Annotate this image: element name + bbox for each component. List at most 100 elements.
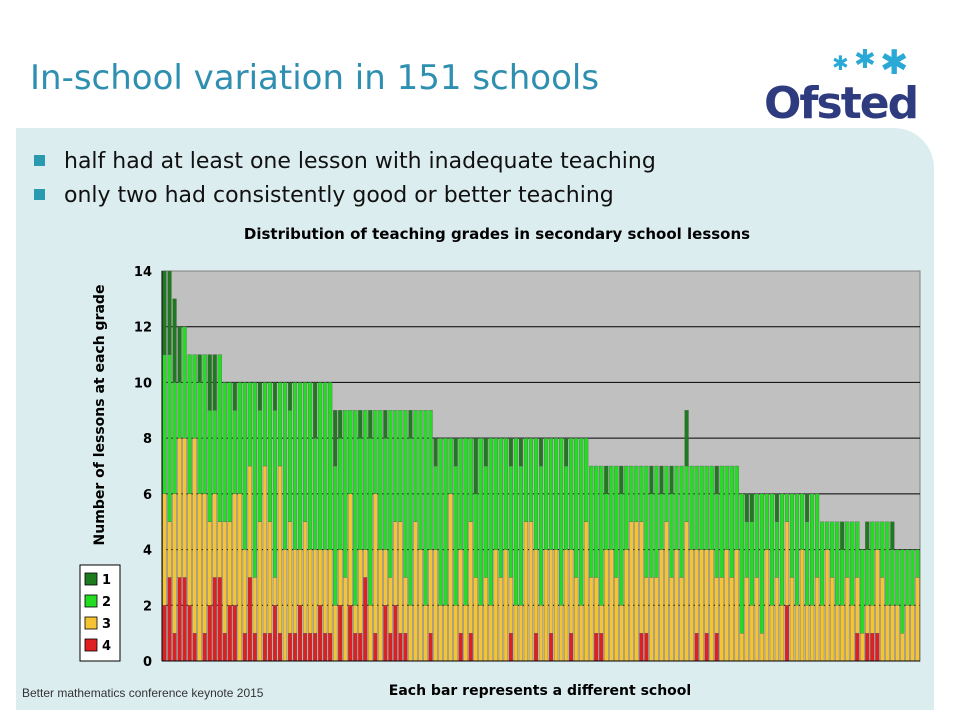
bar-segment-grade-4 <box>865 632 870 662</box>
bar-segment-grade-3 <box>639 521 644 634</box>
bar-segment-grade-1 <box>804 493 810 522</box>
bar-segment-grade-2 <box>769 493 774 606</box>
bar-segment-grade-4 <box>217 577 222 662</box>
bar-segment-grade-1 <box>744 493 749 522</box>
bar-segment-grade-3 <box>754 577 759 662</box>
bar-segment-grade-3 <box>749 605 754 662</box>
bar-segment-grade-3 <box>413 521 418 662</box>
bar-segment-grade-2 <box>378 410 383 550</box>
bar-segment-grade-4 <box>303 632 308 662</box>
y-tick-label: 8 <box>143 432 152 447</box>
bar-segment-grade-2 <box>267 382 272 522</box>
bar-segment-grade-1 <box>649 465 654 495</box>
bar-segment-grade-3 <box>483 577 488 662</box>
bar-segment-grade-3 <box>900 632 905 662</box>
bar-segment-grade-3 <box>343 577 348 662</box>
logo-stars-icon: ✱ ✱ ✱ <box>832 44 909 83</box>
legend-swatch-grade-3 <box>84 616 98 630</box>
bar-segment-grade-4 <box>292 632 298 662</box>
bar-segment-grade-3 <box>769 605 774 662</box>
bar-segment-grade-3 <box>443 605 448 662</box>
bar-segment-grade-3 <box>905 605 910 662</box>
bar-segment-grade-2 <box>855 521 860 578</box>
bar-segment-grade-2 <box>664 465 669 522</box>
bar-segment-grade-3 <box>860 632 865 662</box>
bar-segment-grade-2 <box>363 410 368 550</box>
bar-segment-grade-1 <box>890 521 895 550</box>
bar-segment-grade-2 <box>543 437 549 550</box>
bar-segment-grade-4 <box>508 632 513 662</box>
bar-segment-grade-3 <box>403 577 408 634</box>
svg-text:✱: ✱ <box>832 51 849 75</box>
y-tick-label: 6 <box>143 488 152 503</box>
bar-segment-grade-3 <box>699 549 704 662</box>
bar-segment-grade-2 <box>689 465 694 550</box>
bar-segment-grade-4 <box>297 605 303 662</box>
bar-segment-grade-2 <box>478 437 483 606</box>
bar-segment-grade-2 <box>629 465 634 522</box>
bar-segment-grade-3 <box>744 577 749 662</box>
bar-segment-grade-2 <box>242 382 247 550</box>
bar-segment-grade-2 <box>308 382 313 550</box>
bar-segment-grade-3 <box>418 549 423 662</box>
bar-segment-grade-2 <box>202 354 207 495</box>
bar-segment-grade-3 <box>368 605 373 662</box>
bar-segment-grade-4 <box>262 632 267 662</box>
bar-segment-grade-3 <box>473 577 478 662</box>
bar-segment-grade-4 <box>287 632 293 662</box>
bar-segment-grade-3 <box>709 549 714 662</box>
bar-segment-grade-1 <box>518 437 523 467</box>
bar-segment-grade-3 <box>247 465 252 578</box>
bar-segment-grade-3 <box>634 521 639 662</box>
bar-segment-grade-3 <box>523 521 529 662</box>
bar-segment-grade-1 <box>453 437 458 467</box>
bar-segment-grade-3 <box>820 605 825 662</box>
bar-segment-grade-4 <box>207 605 212 662</box>
bar-segment-grade-2 <box>418 410 423 550</box>
bar-segment-grade-2 <box>594 465 599 578</box>
bar-segment-grade-1 <box>177 326 182 383</box>
legend-label-grade-4: 4 <box>102 639 111 654</box>
bar-segment-grade-2 <box>473 493 478 578</box>
bar-segment-grade-4 <box>428 632 433 662</box>
bar-segment-grade-3 <box>463 605 468 662</box>
bar-segment-grade-1 <box>774 493 779 522</box>
bar-segment-grade-3 <box>182 437 187 578</box>
bar-segment-grade-3 <box>398 521 403 634</box>
bar-segment-grade-1 <box>313 382 318 439</box>
y-axis-label: Number of lessons at each grade <box>92 285 108 546</box>
bar-segment-grade-1 <box>167 270 172 355</box>
bar-segment-grade-3 <box>694 549 699 634</box>
bar-segment-grade-2 <box>739 493 744 634</box>
bar-segment-grade-1 <box>564 437 569 467</box>
bar-segment-grade-3 <box>599 605 604 634</box>
bar-segment-grade-4 <box>363 577 368 662</box>
bar-segment-grade-2 <box>774 521 779 578</box>
bar-segment-grade-4 <box>267 632 272 662</box>
bar-segment-grade-4 <box>373 632 378 662</box>
bar-segment-grade-4 <box>242 632 247 662</box>
bar-segment-grade-2 <box>634 465 639 522</box>
bar-segment-grade-4 <box>704 632 709 662</box>
bar-segment-grade-3 <box>594 577 599 634</box>
bar-segment-grade-3 <box>533 549 539 634</box>
bar-segment-grade-2 <box>503 437 508 550</box>
bar-segment-grade-2 <box>313 437 318 550</box>
bar-segment-grade-2 <box>207 410 212 522</box>
bar-segment-grade-1 <box>749 493 754 522</box>
bar-segment-grade-2 <box>559 437 564 606</box>
bar-segment-grade-3 <box>554 549 559 662</box>
bar-segment-grade-2 <box>323 382 328 550</box>
bar-segment-grade-2 <box>704 465 709 550</box>
y-tick-label: 14 <box>134 265 152 280</box>
bar-segment-grade-2 <box>348 410 353 495</box>
bar-segment-grade-2 <box>815 493 820 578</box>
chart-title: Distribution of teaching grades in secon… <box>244 225 750 243</box>
bar-segment-grade-2 <box>799 493 805 550</box>
bar-segment-grade-2 <box>453 465 458 606</box>
bar-segment-grade-3 <box>282 549 288 662</box>
bar-segment-grade-3 <box>508 577 513 634</box>
bar-segment-grade-4 <box>870 632 875 662</box>
y-tick-label: 4 <box>143 544 152 559</box>
bar-segment-grade-3 <box>187 493 192 606</box>
